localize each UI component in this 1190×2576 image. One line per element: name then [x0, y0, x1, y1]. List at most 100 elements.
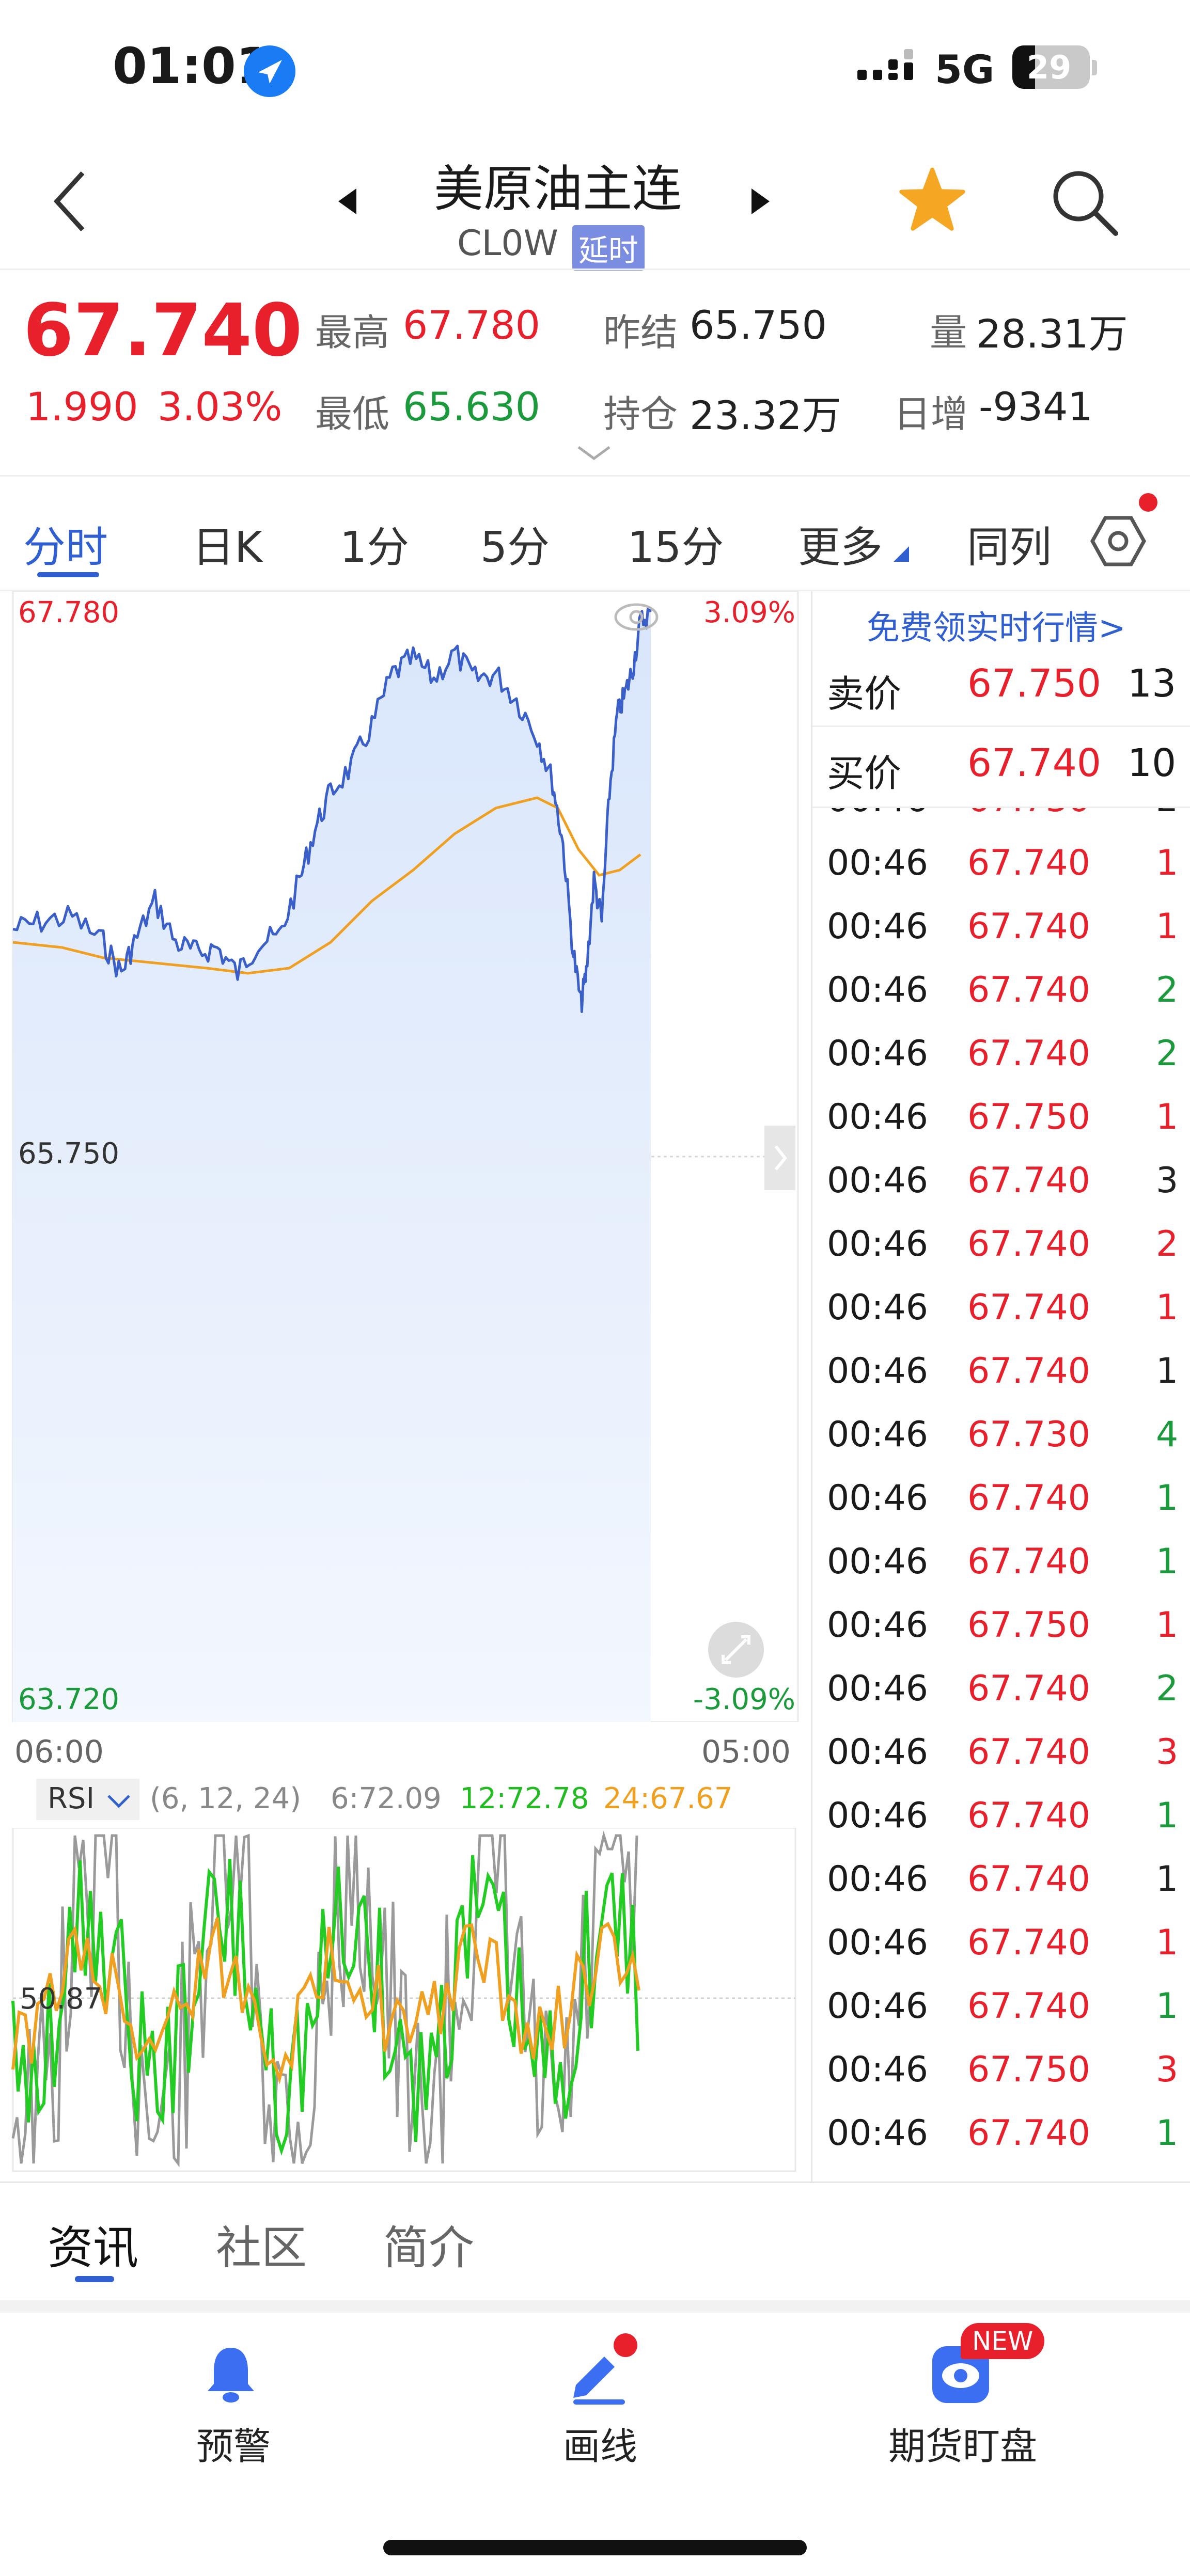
- draw-label: 画线: [563, 2425, 638, 2468]
- pen-icon: [566, 2344, 633, 2408]
- trade-qty: 1: [1156, 1922, 1179, 1963]
- tab-peers[interactable]: 同列: [967, 523, 1052, 572]
- watch-eye-icon: [930, 2344, 992, 2408]
- last-price: 67.740: [23, 289, 303, 373]
- list-item: 00:46 67.740 3: [812, 1719, 1190, 1783]
- settings-hexagon-icon[interactable]: [1090, 513, 1147, 572]
- list-item: 00:46 67.740 1: [812, 1275, 1190, 1338]
- trade-time: 00:46: [827, 906, 928, 947]
- trade-time: 00:46: [827, 1732, 928, 1773]
- trade-price: 67.730: [967, 808, 1090, 820]
- tab-news[interactable]: 资讯: [48, 2221, 139, 2274]
- next-contract-icon[interactable]: [749, 186, 772, 219]
- tab-15min[interactable]: 15分: [628, 523, 724, 572]
- trade-qty: 1: [1156, 1859, 1179, 1900]
- back-icon[interactable]: [46, 165, 93, 240]
- prev-contract-icon[interactable]: [336, 186, 359, 219]
- settings-red-dot: [1139, 493, 1157, 512]
- quote-summary: 67.740 1.990 3.03% 最高 67.780 最低 65.630 昨…: [0, 268, 1190, 475]
- tab-community[interactable]: 社区: [216, 2221, 307, 2274]
- order-book: 卖价 67.750 13 买价 67.740 10: [812, 648, 1190, 808]
- alert-button[interactable]: 预警: [170, 2344, 289, 2478]
- trade-price: 67.740: [967, 1795, 1090, 1836]
- trade-time: 00:46: [827, 843, 928, 883]
- rsi-6-value: 6:72.09: [331, 1782, 442, 1815]
- bell-icon: [202, 2344, 259, 2408]
- star-icon[interactable]: [899, 166, 966, 235]
- signal-icon: [857, 49, 925, 92]
- location-icon: [244, 45, 295, 97]
- trade-price: 67.740: [967, 906, 1090, 947]
- tab-intraday[interactable]: 分时: [23, 523, 108, 572]
- rsi-24-line: [11, 1917, 640, 2084]
- tab-daily-k[interactable]: 日K: [192, 523, 262, 572]
- futures-watch-button[interactable]: NEW 期货盯盘: [878, 2323, 1064, 2478]
- chart-area: 67.780 65.750 63.720 3.09% -3.09% 06:00 …: [0, 591, 811, 2182]
- x-start-label: 06:00: [14, 1734, 104, 1770]
- trade-time: 00:46: [827, 1033, 928, 1074]
- eye-icon[interactable]: [614, 603, 659, 631]
- trade-time: 00:46: [827, 1541, 928, 1582]
- list-item: 00:46 67.740 3: [812, 1148, 1190, 1211]
- trade-time: 00:46: [827, 2113, 928, 2154]
- alert-label: 预警: [196, 2425, 271, 2468]
- trade-qty: 1: [1156, 1478, 1179, 1519]
- intraday-chart[interactable]: 67.780 65.750 63.720 3.09% -3.09%: [0, 591, 811, 1722]
- fullscreen-icon[interactable]: [708, 1622, 764, 1678]
- new-badge: NEW: [961, 2323, 1045, 2359]
- list-item: 00:46 67.740 1: [812, 2100, 1190, 2164]
- y-min-label: 63.720: [18, 1683, 119, 1716]
- tab-5min[interactable]: 5分: [480, 523, 550, 572]
- list-item: 00:46 67.740 1: [812, 1973, 1190, 2037]
- trade-time: 00:46: [827, 2049, 928, 2090]
- list-item: 00:46 67.730 2: [812, 808, 1190, 830]
- high-value: 67.780: [403, 302, 540, 348]
- low-label: 最低: [315, 392, 390, 436]
- draw-button[interactable]: 画线: [537, 2333, 656, 2478]
- trade-time: 00:46: [827, 1922, 928, 1963]
- trade-qty: 2: [1156, 1668, 1179, 1709]
- tab-more[interactable]: 更多: [798, 523, 883, 572]
- open-interest-label: 持仓: [603, 392, 678, 436]
- price-change-pct: 3.03%: [158, 384, 283, 430]
- low-value: 65.630: [403, 384, 540, 430]
- tab-1min[interactable]: 1分: [340, 523, 410, 572]
- trade-price: 67.740: [967, 1541, 1090, 1582]
- rsi-selector[interactable]: RSI: [36, 1779, 139, 1820]
- trade-qty: 1: [1156, 1287, 1179, 1328]
- trade-time: 00:46: [827, 1097, 928, 1137]
- realtime-promo-link[interactable]: 免费领实时行情>: [867, 609, 1126, 647]
- trade-qty: 1: [1156, 1097, 1179, 1137]
- chevron-down-icon: [106, 1793, 132, 1811]
- trade-qty: 2: [1156, 970, 1179, 1010]
- collapse-panel-handle[interactable]: [764, 1126, 795, 1190]
- trade-price: 67.730: [967, 1414, 1090, 1455]
- trade-qty: 3: [1156, 1160, 1179, 1201]
- list-item: 00:46 67.740 2: [812, 957, 1190, 1021]
- tab-profile[interactable]: 简介: [383, 2221, 475, 2274]
- trade-price: 67.740: [967, 843, 1090, 883]
- list-item: 00:46 67.740 1: [812, 894, 1190, 957]
- search-icon[interactable]: [1048, 166, 1121, 241]
- trade-price: 67.740: [967, 1732, 1090, 1773]
- list-item: 00:46 67.730 4: [812, 1402, 1190, 1465]
- rsi-chart[interactable]: 50.87: [0, 1828, 811, 2174]
- volume-value: 28.31万: [976, 311, 1128, 357]
- bid-label: 买价: [827, 752, 902, 795]
- info-tabs: 资讯 社区 简介: [0, 2182, 1190, 2300]
- prev-settle-label: 昨结: [603, 311, 678, 354]
- list-item: 00:46 67.740 1: [812, 1465, 1190, 1529]
- trade-qty: 2: [1156, 1033, 1179, 1074]
- expand-chevron-icon[interactable]: [573, 443, 615, 466]
- trade-time: 00:46: [827, 808, 928, 820]
- trade-time: 00:46: [827, 1668, 928, 1709]
- trade-list[interactable]: 00:46 67.730 2 00:4667.740100:4667.74010…: [812, 808, 1190, 2182]
- trade-price: 67.740: [967, 1668, 1090, 1709]
- trade-price: 67.740: [967, 970, 1090, 1010]
- nav-bar: 美原油主连 CL0W 延时: [0, 134, 1190, 271]
- trade-qty: 1: [1156, 1986, 1179, 2027]
- trade-price: 67.740: [967, 2113, 1090, 2154]
- rsi-params: (6, 12, 24): [150, 1782, 302, 1815]
- more-triangle-icon: [894, 546, 909, 564]
- trade-time: 00:46: [827, 1795, 928, 1836]
